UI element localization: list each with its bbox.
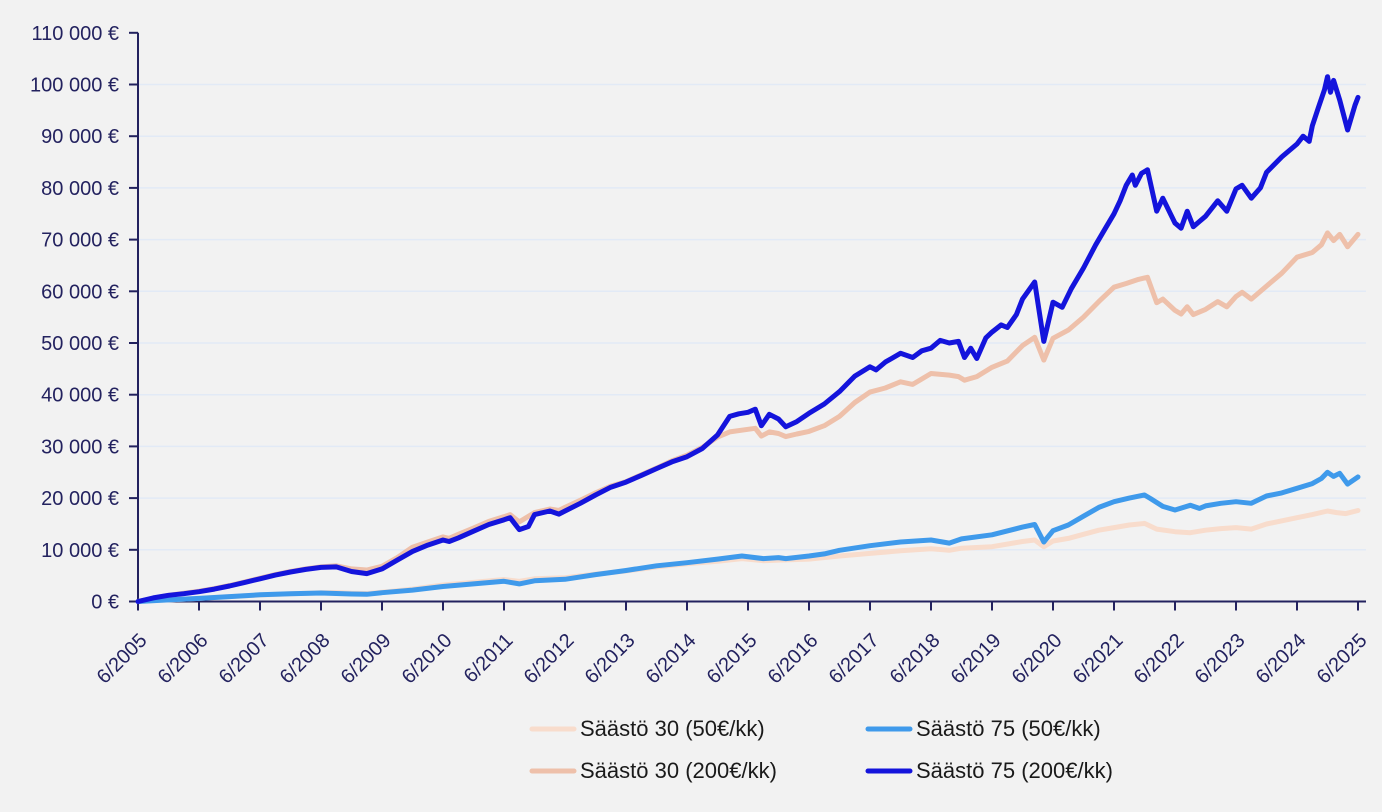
x-axis-tick-label: 6/2011 [460, 629, 518, 687]
y-axis-tick-label: 70 000 € [41, 230, 119, 252]
x-axis-tick-label: 6/2009 [337, 629, 396, 688]
legend-label: Säästö 75 (200€/kk) [916, 758, 1113, 783]
series-line-3 [135, 469, 1361, 604]
axis-line [137, 32, 1366, 603]
x-axis-tick-label: 6/2016 [764, 629, 823, 688]
y-axis-tick-label: 0 € [91, 592, 119, 614]
y-axis-labels: 0 € 10 000 € 20 000 € 30 000 € 40 000 € 50 00… [30, 23, 119, 614]
legend-label: Säästö 30 (200€/kk) [580, 758, 777, 783]
y-axis-tick-label: 100 000 € [30, 75, 119, 97]
x-axis-tick-label: 6/2014 [642, 629, 701, 688]
y-axis-tick-label: 90 000 € [41, 126, 119, 148]
x-axis-tick-label: 6/2024 [1252, 629, 1311, 688]
y-axis-tick-label: 80 000 € [41, 178, 119, 200]
legend-label: Säästö 30 (50€/kk) [580, 716, 765, 741]
y-axis-tick-label: 60 000 € [41, 281, 119, 303]
y-axis-tick-label: 50 000 € [41, 333, 119, 355]
x-axis-tick-label: 6/2006 [154, 629, 213, 688]
series-line-2 [135, 230, 1361, 604]
x-axis-tick-label: 6/2007 [215, 629, 274, 688]
x-axis-tick-label: 6/2013 [581, 629, 640, 688]
x-axis-tick-label: 6/2025 [1313, 629, 1372, 688]
x-axis-tick-label: 6/2020 [1008, 629, 1067, 688]
x-axis-tick-label: 6/2017 [825, 629, 884, 688]
x-axis-tick-label: 6/2022 [1130, 629, 1189, 688]
axes [129, 31, 1366, 611]
x-axis-labels: 6/2005 6/2006 6/2007 6/2008 6/2009 6/2010 6/20… [93, 629, 1372, 688]
x-axis-tick-label: 6/2005 [93, 629, 152, 688]
x-axis-tick-label: 6/2012 [520, 629, 579, 688]
series-line-4 [135, 74, 1361, 604]
gridlines [138, 83, 1366, 551]
x-axis-tick-label: 6/2015 [703, 629, 762, 688]
y-axis-tick-label: 40 000 € [41, 385, 119, 407]
legend-label: Säästö 75 (50€/kk) [916, 716, 1101, 741]
y-axis-tick-label: 110 000 € [32, 23, 120, 45]
legend: Säästö 30 (50€/kk) Säästö 75 (50€/kk) Sääs… [529, 716, 1113, 783]
y-axis-tick-label: 30 000 € [41, 436, 119, 458]
x-axis-tick-label: 6/2021 [1069, 629, 1128, 688]
y-axis-tick-label: 10 000 € [41, 540, 119, 562]
x-axis-tick-label: 6/2018 [886, 629, 945, 688]
x-axis-tick-label: 6/2023 [1191, 629, 1250, 688]
series-lines [135, 74, 1361, 604]
x-axis-tick-label: 6/2010 [398, 629, 457, 688]
x-axis-tick-label: 6/2019 [947, 629, 1006, 688]
x-axis-tick-label: 6/2008 [276, 629, 335, 688]
y-axis-tick-label: 20 000 € [41, 488, 119, 510]
